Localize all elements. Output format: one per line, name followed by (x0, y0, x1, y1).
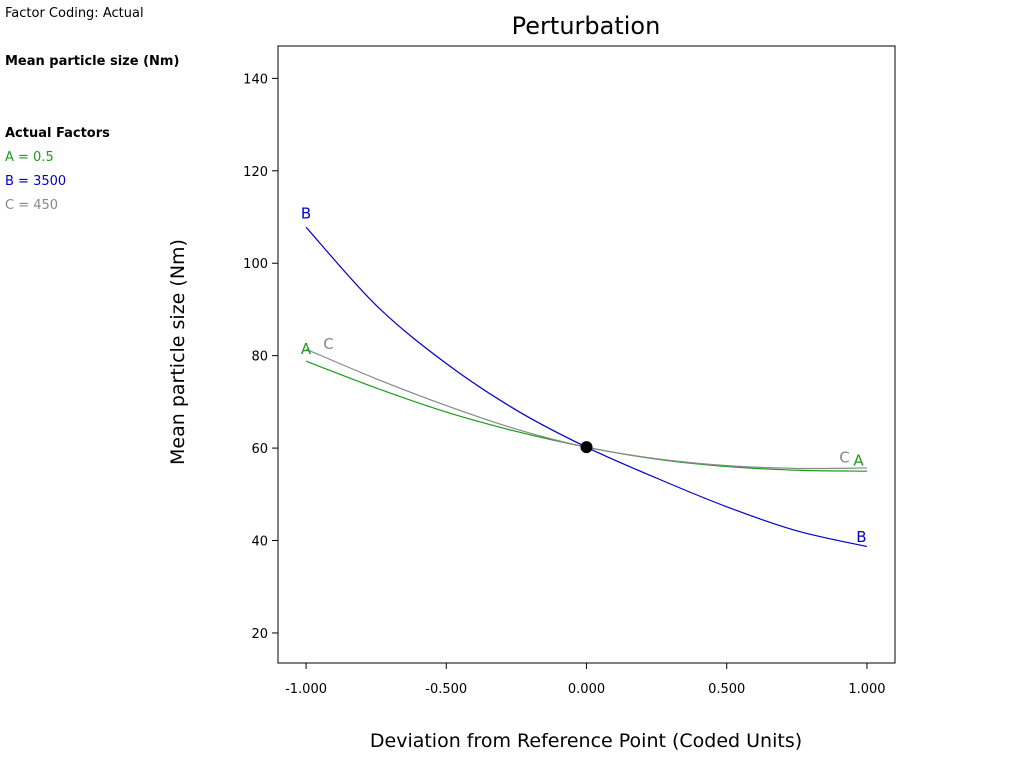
curve-label-a: A (853, 451, 864, 469)
factor-coding-label: Factor Coding: Actual (5, 6, 144, 21)
y-axis-label: Mean particle size (Nm) (167, 239, 189, 465)
series-line-b (305, 226, 868, 548)
x-axis-label: Deviation from Reference Point (Coded Un… (370, 730, 802, 752)
y-tick-label: 60 (251, 442, 268, 457)
y-tick-label: 140 (243, 72, 268, 87)
factor-b-value: B = 3500 (5, 174, 67, 189)
series-line-a (305, 360, 867, 472)
axes: -1.000 -0.500 0.000 0.500 1.000 20 40 60 80 100 12… (243, 72, 885, 697)
x-tick-label: -1.000 (285, 682, 327, 697)
y-tick-label: 80 (251, 350, 268, 365)
curve-label-a: A (301, 340, 312, 358)
plot-area-border (277, 45, 896, 664)
x-tick-label: 0.000 (568, 682, 605, 697)
y-tick-label: 120 (243, 165, 268, 180)
factor-c-value: C = 450 (5, 198, 59, 213)
y-tick-label: 40 (251, 535, 268, 550)
response-name-label: Mean particle size (Nm) (5, 54, 180, 69)
curves (305, 226, 868, 548)
chart-title: Perturbation (512, 12, 661, 40)
curve-label-c: C (323, 335, 333, 353)
factor-a-value: A = 0.5 (5, 150, 54, 165)
curve-label-b: B (856, 528, 866, 546)
x-tick-label: -0.500 (425, 682, 467, 697)
x-tick-label: 1.000 (848, 682, 885, 697)
y-tick-label: 20 (251, 627, 268, 642)
x-tick-label: 0.500 (708, 682, 745, 697)
reference-point-marker (580, 441, 593, 454)
y-tick-label: 100 (243, 257, 268, 272)
curve-labels: BA CC AB (301, 205, 867, 547)
actual-factors-title: Actual Factors (5, 126, 110, 141)
curve-label-c: C (839, 449, 849, 467)
curve-label-b: B (301, 205, 311, 223)
